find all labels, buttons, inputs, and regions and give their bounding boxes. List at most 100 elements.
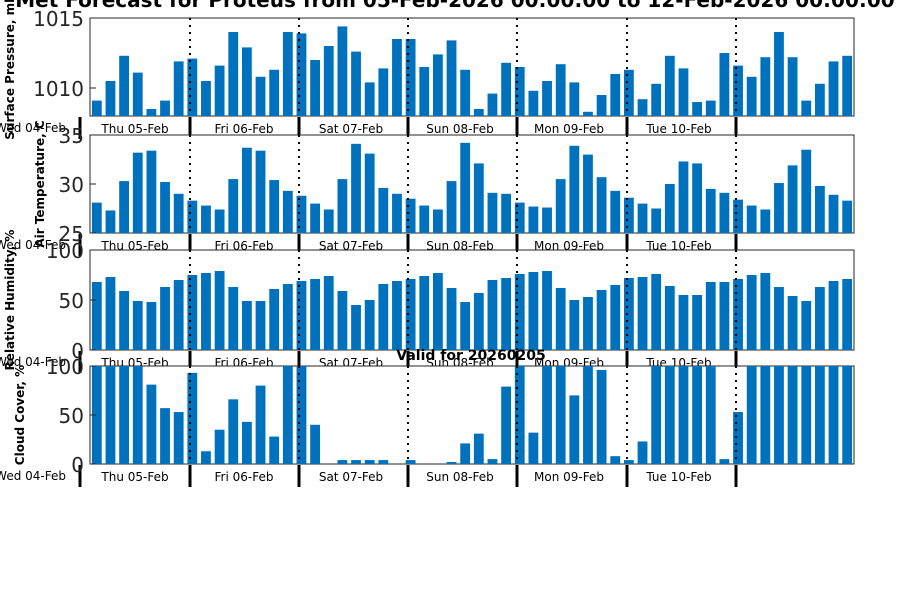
bar-pressure-3: [132, 72, 143, 116]
bar-temperature-39: [623, 197, 634, 233]
bar-temperature-2: [119, 181, 130, 233]
bar-pressure-20: [364, 82, 375, 116]
bar-humidity-28: [473, 293, 484, 350]
bar-humidity-52: [801, 301, 812, 350]
bar-cloud-27: [460, 443, 471, 464]
bar-pressure-9: [214, 65, 225, 116]
bar-cloud-4: [146, 384, 157, 464]
bar-cloud-51: [787, 366, 798, 464]
bar-humidity-45: [705, 282, 716, 350]
bar-temperature-42: [664, 184, 675, 233]
bar-pressure-19: [351, 51, 361, 116]
bar-cloud-7: [187, 372, 198, 464]
bar-temperature-31: [514, 202, 525, 233]
panel-title-cloud: Valid for 20260205: [396, 348, 545, 364]
bar-cloud-5: [160, 408, 170, 464]
bar-humidity-8: [201, 273, 211, 350]
bar-pressure-33: [542, 81, 552, 116]
bar-humidity-15: [296, 281, 307, 350]
bar-cloud-20: [364, 460, 375, 464]
bar-humidity-33: [542, 271, 552, 350]
bar-temperature-50: [774, 183, 784, 233]
bar-humidity-34: [555, 288, 566, 350]
bar-temperature-37: [596, 177, 607, 233]
bar-cloud-47: [733, 412, 743, 464]
bar-cloud-40: [637, 441, 648, 464]
day-label-cloud-3: Sun 08-Feb: [426, 470, 494, 484]
bar-cloud-11: [241, 421, 252, 464]
bar-cloud-29: [487, 459, 498, 464]
bar-temperature-55: [842, 200, 853, 233]
bar-humidity-29: [487, 280, 498, 350]
bar-pressure-13: [269, 69, 280, 116]
bar-humidity-22: [392, 281, 402, 350]
bar-cloud-2: [119, 366, 130, 464]
bar-humidity-11: [241, 301, 252, 350]
bar-pressure-24: [419, 67, 430, 116]
bar-cloud-12: [255, 385, 266, 464]
bar-cloud-33: [542, 366, 552, 464]
bar-cloud-23: [405, 460, 416, 464]
bar-pressure-44: [692, 102, 703, 116]
bar-humidity-40: [637, 277, 648, 350]
bar-pressure-32: [528, 90, 539, 116]
bar-pressure-11: [241, 47, 252, 116]
bar-pressure-27: [460, 69, 471, 116]
bar-pressure-35: [569, 82, 580, 116]
bar-humidity-2: [119, 291, 130, 350]
bar-pressure-17: [323, 46, 334, 116]
bar-cloud-13: [269, 436, 280, 464]
bar-pressure-41: [651, 83, 662, 116]
bar-cloud-45: [705, 366, 716, 464]
bar-temperature-21: [378, 187, 389, 233]
bar-humidity-49: [760, 273, 771, 350]
bar-pressure-28: [473, 109, 484, 116]
bar-temperature-32: [528, 206, 539, 233]
bar-cloud-21: [378, 460, 389, 464]
bar-pressure-31: [514, 67, 525, 116]
bar-pressure-42: [664, 55, 675, 116]
bar-humidity-14: [282, 284, 293, 350]
bar-pressure-37: [596, 95, 607, 116]
chart-panels: 1010 1015 Wed 04-Feb Thu 05-Feb Fri 06-Feb Sa…: [0, 0, 855, 487]
bar-cloud-36: [583, 366, 593, 464]
bar-temperature-15: [296, 195, 307, 233]
bar-cloud-43: [678, 366, 689, 464]
day-label-cloud-1: Fri 06-Feb: [215, 470, 274, 484]
bar-pressure-22: [392, 39, 402, 116]
bar-temperature-44: [692, 163, 703, 233]
bar-humidity-3: [132, 301, 143, 350]
bar-temperature-45: [705, 188, 716, 233]
bar-pressure-1: [105, 81, 116, 116]
bar-pressure-51: [787, 57, 798, 116]
figure-title: Met Forecast for Proteus from 05-Feb-202…: [15, 0, 894, 12]
bar-temperature-10: [228, 179, 239, 233]
bar-pressure-45: [705, 100, 716, 116]
bar-temperature-1: [105, 210, 116, 233]
bar-pressure-18: [337, 26, 348, 116]
bar-cloud-44: [692, 366, 703, 464]
bar-humidity-6: [173, 280, 184, 350]
bar-humidity-9: [214, 271, 225, 350]
bar-humidity-39: [623, 278, 634, 350]
bar-humidity-13: [269, 289, 280, 350]
bar-temperature-23: [405, 198, 416, 233]
bar-pressure-49: [760, 57, 771, 116]
bar-temperature-51: [787, 165, 798, 233]
day-label-pressure-5: Tue 10-Feb: [645, 122, 711, 136]
bar-temperature-38: [610, 190, 621, 233]
bar-temperature-41: [651, 208, 662, 233]
bar-temperature-0: [91, 202, 102, 233]
bar-temperature-52: [801, 149, 812, 233]
bar-humidity-1: [105, 277, 116, 350]
bar-pressure-36: [583, 111, 593, 116]
day-label-pressure-2: Sat 07-Feb: [319, 122, 383, 136]
bar-humidity-48: [746, 275, 757, 350]
bar-pressure-21: [378, 68, 389, 116]
ytick-label-temperature-2: 35: [59, 124, 84, 148]
bar-temperature-43: [678, 161, 689, 233]
bar-humidity-41: [651, 274, 662, 350]
bar-temperature-30: [501, 193, 512, 233]
